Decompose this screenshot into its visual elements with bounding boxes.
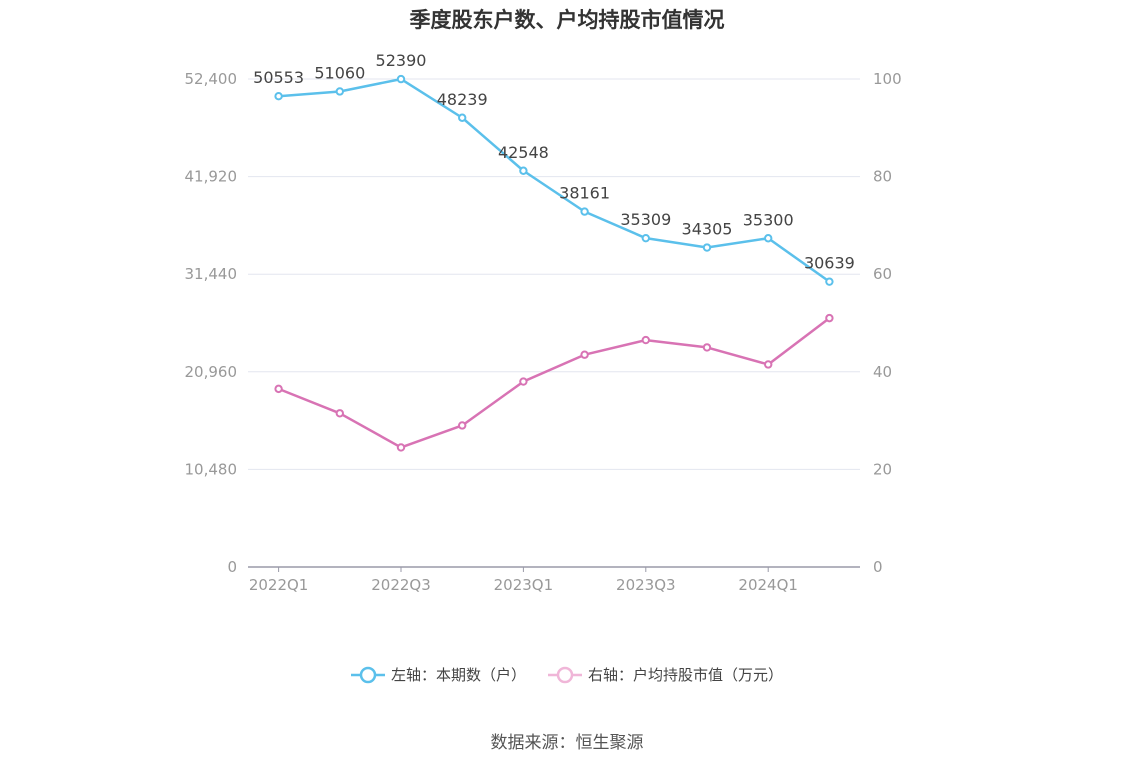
legend-label-households: 左轴：本期数（户） xyxy=(390,666,526,684)
data-point-0 xyxy=(274,92,283,101)
chart-title: 季度股东户数、户均持股市值情况 xyxy=(409,8,725,32)
data-label: 51060 xyxy=(314,63,365,82)
y-right-tick-label: 20 xyxy=(873,460,892,478)
y-right-tick-label: 100 xyxy=(873,70,902,88)
y-left-tick-label: 31,440 xyxy=(185,265,238,283)
data-point-0 xyxy=(396,74,406,84)
y-right-tick-label: 0 xyxy=(873,558,883,576)
data-point-1 xyxy=(702,343,712,352)
legend-marker-market-value xyxy=(548,666,582,683)
x-tick-label: 2022Q1 xyxy=(249,576,309,594)
legend-item-households[interactable]: 左轴：本期数（户） xyxy=(350,664,526,685)
legend-label-market-value: 右轴：户均持股市值（万元） xyxy=(588,666,784,684)
data-label: 35309 xyxy=(620,210,671,229)
data-label: 48239 xyxy=(437,90,488,109)
data-point-0 xyxy=(764,234,773,243)
x-tick-label: 2023Q3 xyxy=(616,576,676,594)
data-label: 34305 xyxy=(682,220,733,239)
data-point-1 xyxy=(458,421,467,430)
data-label: 35300 xyxy=(743,210,794,229)
chart-legend: 左轴：本期数（户） 右轴：户均持股市值（万元） xyxy=(0,664,1134,685)
y-right-tick-label: 80 xyxy=(873,168,892,186)
y-left-tick-label: 20,960 xyxy=(185,363,238,381)
y-left-tick-label: 41,920 xyxy=(185,168,238,186)
legend-item-market-value[interactable]: 右轴：户均持股市值（万元） xyxy=(548,664,783,685)
data-point-1 xyxy=(580,350,589,359)
data-source: 数据来源：恒生聚源 xyxy=(490,733,644,753)
data-point-1 xyxy=(641,335,650,345)
data-point-1 xyxy=(396,443,406,452)
data-point-1 xyxy=(825,313,834,323)
data-point-1 xyxy=(764,360,773,369)
data-label: 50553 xyxy=(253,68,304,87)
y-left-tick-label: 0 xyxy=(227,558,237,576)
data-label: 38161 xyxy=(559,184,610,203)
x-tick-label: 2024Q1 xyxy=(738,576,798,594)
data-point-0 xyxy=(335,87,344,96)
data-label: 42548 xyxy=(498,143,549,162)
data-point-1 xyxy=(519,377,528,386)
data-point-1 xyxy=(274,384,283,394)
series-line-0 xyxy=(278,77,831,283)
y-left-tick-label: 52,400 xyxy=(185,70,238,88)
data-point-0 xyxy=(458,113,467,122)
y-right-tick-label: 60 xyxy=(873,265,892,283)
data-label: 30639 xyxy=(804,254,855,273)
data-point-0 xyxy=(825,277,834,286)
y-right-tick-label: 40 xyxy=(873,363,892,381)
x-tick-label: 2023Q1 xyxy=(494,576,554,594)
data-point-0 xyxy=(580,207,589,216)
data-point-0 xyxy=(702,243,712,252)
data-point-0 xyxy=(519,166,528,175)
data-point-0 xyxy=(641,233,650,243)
x-tick-label: 2022Q3 xyxy=(371,576,431,594)
legend-marker-households xyxy=(350,666,385,683)
y-left-tick-label: 10,480 xyxy=(185,460,238,478)
series-line-1 xyxy=(278,317,831,449)
data-label: 52390 xyxy=(376,51,427,70)
data-point-1 xyxy=(335,409,344,418)
